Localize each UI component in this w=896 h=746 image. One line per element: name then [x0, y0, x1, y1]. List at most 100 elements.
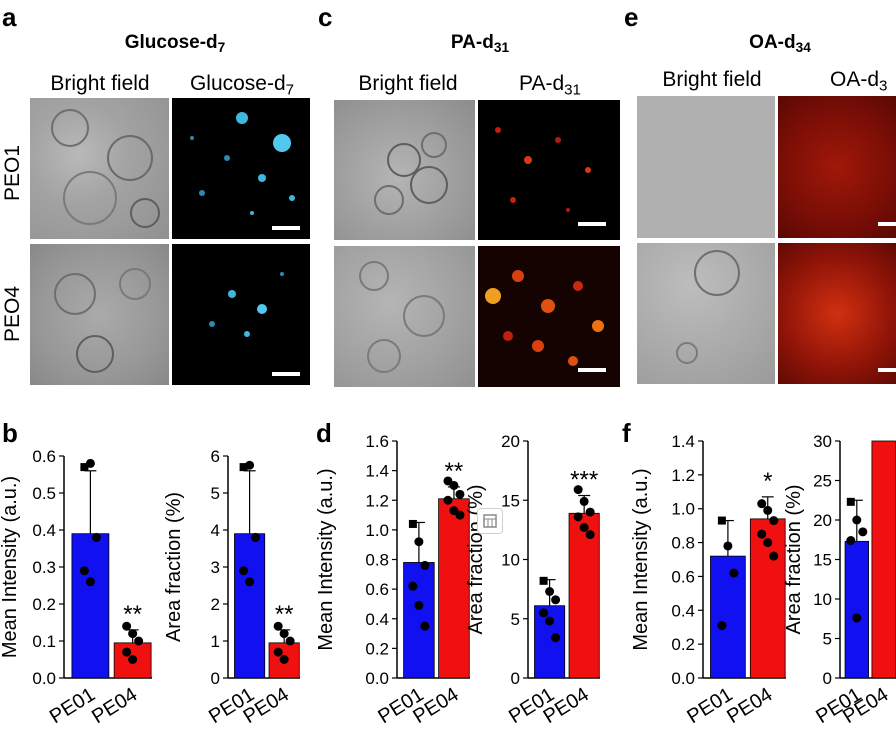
data-point-b: [85, 577, 95, 587]
panel-a-title: Glucose-d7: [95, 32, 255, 59]
image-a-peo4-brightfield: [30, 244, 169, 385]
panel-a-title-sub: 7: [217, 40, 226, 56]
scale-bar: [578, 222, 606, 226]
image-a-peo4-channel: [172, 244, 310, 385]
y-tick-label-b: 0.3: [32, 558, 56, 577]
y-tick-label-f: 1.0: [671, 500, 695, 519]
bar-b-pe01: [71, 533, 110, 679]
y-tick-label-d: 1.0: [365, 521, 389, 540]
y-tick-label-d: 0.4: [365, 610, 389, 629]
y-tick-label-f: 1.2: [671, 466, 695, 485]
y-tick-label-f: 0.2: [671, 635, 695, 654]
data-point-d: [408, 581, 418, 591]
y-tick-label-b2: 6: [211, 447, 220, 466]
data-point-d: [408, 519, 417, 528]
scale-bar: [272, 372, 300, 376]
y-tick-label-b2: 4: [211, 521, 220, 540]
x-tick-label-b: PE01: [46, 684, 99, 729]
y-axis-label-d2: Area fraction (%): [465, 484, 487, 634]
panel-a-col-channel-sub: 7: [285, 81, 295, 99]
y-tick-label-f2: 20: [813, 511, 832, 530]
panel-a-col-channel: Glucose-d7: [172, 72, 312, 103]
data-point-b2: [279, 655, 289, 664]
data-point-b2: [239, 463, 248, 472]
data-point-f: [769, 516, 779, 526]
y-axis-label-f: Mean Intensity (a.u.): [630, 468, 652, 650]
data-point-d: [455, 510, 465, 520]
panel-c-col-bright-field: Bright field: [358, 72, 458, 95]
data-point-f: [723, 541, 733, 551]
panel-c-col-channel-sub: 31: [564, 81, 581, 99]
data-point-b: [80, 463, 89, 472]
scale-bar: [878, 368, 896, 372]
bar-f-pe01: [710, 555, 746, 679]
panel-letter-d: d: [316, 418, 332, 448]
y-tick-label-f: 0.4: [671, 601, 695, 620]
panel-letter-e: e: [624, 2, 639, 32]
bar-d-pe04: [438, 498, 470, 679]
y-tick-label-d: 1.6: [365, 432, 389, 451]
data-point-d: [420, 560, 430, 570]
y-axis-label-f2: Area fraction (%): [783, 484, 805, 634]
significance-d: **: [445, 458, 464, 485]
y-tick-label-d: 0.6: [365, 580, 389, 599]
y-tick-label-d: 1.2: [365, 491, 389, 510]
scale-bar: [272, 226, 300, 230]
data-point-b: [79, 566, 89, 576]
scale-bar: [878, 222, 896, 226]
data-point-d: [455, 489, 465, 499]
panel-c-title: PA-d31: [420, 32, 540, 59]
data-point-d2: [539, 576, 548, 585]
y-tick-label-f2: 5: [823, 630, 832, 649]
bar-f2-pe04: [871, 440, 896, 679]
data-point-d2: [545, 616, 555, 626]
panel-letter-a: a: [2, 2, 17, 32]
data-point-d2: [551, 633, 561, 643]
data-point-d2: [585, 507, 595, 517]
image-e-peo1-brightfield: [637, 96, 775, 238]
y-tick-label-b2: 1: [211, 632, 220, 651]
y-axis-label-b: Mean Intensity (a.u.): [0, 476, 21, 658]
y-axis-label-b2: Area fraction (%): [163, 492, 185, 642]
data-point-f2: [846, 497, 855, 506]
data-point-d: [414, 537, 424, 547]
panel-e-col-channel-main: OA-d: [830, 68, 880, 91]
image-a-peo1-brightfield: [30, 98, 169, 239]
data-point-f: [757, 529, 767, 539]
data-point-b2: [273, 621, 283, 631]
panel-e-title-sub: 34: [795, 40, 811, 56]
table-icon[interactable]: [477, 508, 503, 534]
data-point-b: [134, 636, 144, 646]
data-point-b2: [239, 566, 249, 576]
y-tick-label-b2: 2: [211, 595, 220, 614]
data-point-b2: [285, 636, 295, 646]
bar-f2-pe01: [844, 540, 869, 679]
image-e-peo4-brightfield: [637, 243, 775, 384]
image-c-peo1-brightfield: [334, 100, 475, 240]
significance-d2: ***: [570, 467, 598, 494]
data-point-f: [717, 516, 726, 525]
data-point-b: [128, 655, 138, 664]
y-tick-label-b2: 3: [211, 558, 220, 577]
data-point-f2: [852, 515, 862, 525]
data-point-f: [763, 538, 773, 548]
image-e-peo4-channel: [778, 243, 896, 384]
y-tick-label-b: 0.4: [32, 521, 56, 540]
y-tick-label-f: 0.0: [671, 669, 695, 688]
data-point-d: [443, 495, 453, 505]
data-point-b2: [279, 629, 289, 639]
data-point-b2: [273, 647, 283, 657]
data-point-b2: [251, 532, 261, 542]
y-tick-label-d2: 0: [511, 669, 520, 688]
significance-b2: **: [275, 601, 294, 628]
y-tick-label-f2: 25: [813, 472, 832, 491]
panel-a-col-bright-field: Bright field: [50, 72, 150, 95]
data-point-b: [85, 458, 95, 468]
data-point-d: [414, 600, 424, 610]
data-point-b2: [245, 460, 255, 470]
bar-d2-pe01: [534, 605, 566, 679]
y-tick-label-d: 0.2: [365, 639, 389, 658]
panel-e-title-main: OA-d: [749, 32, 796, 53]
